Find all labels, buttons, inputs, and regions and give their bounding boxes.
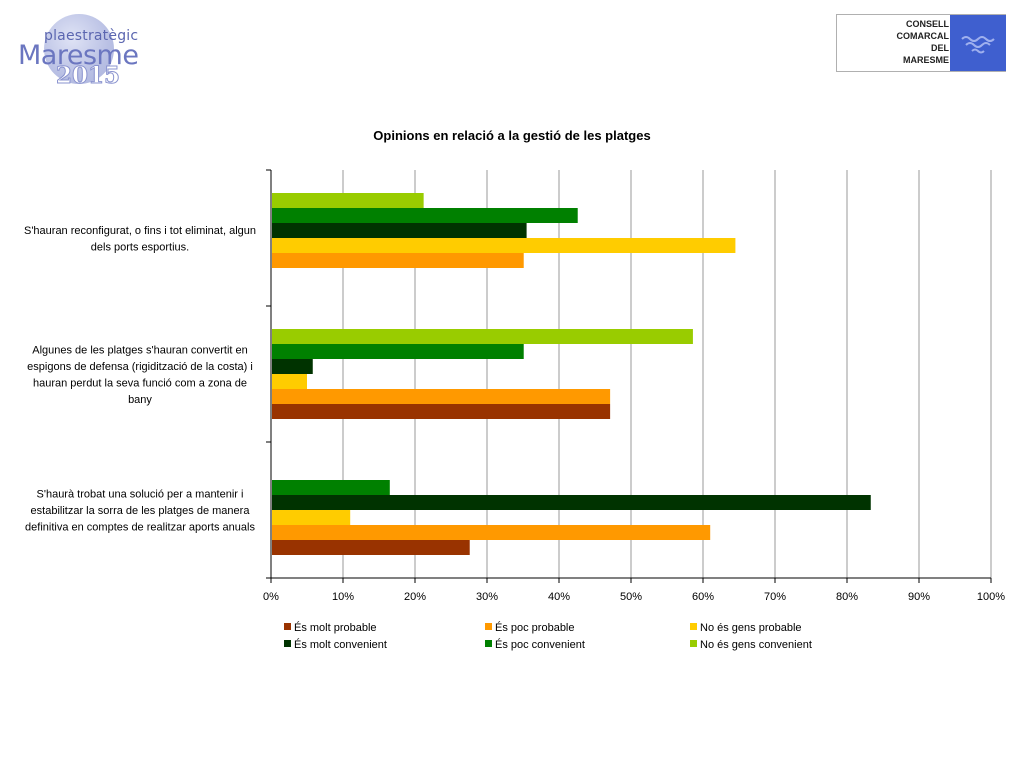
bar: [272, 495, 871, 510]
chart-title: Opinions en relació a la gestió de les p…: [373, 128, 650, 143]
x-tick-label: 10%: [332, 591, 354, 603]
legend-swatch: [284, 640, 291, 647]
legend-label: No és gens probable: [700, 622, 802, 634]
bar: [272, 404, 611, 419]
legend-swatch: [284, 623, 291, 630]
bar: [272, 329, 693, 344]
x-tick-label: 0%: [263, 591, 279, 603]
bar: [272, 208, 578, 223]
consell-logo-line: MARESME: [902, 55, 949, 65]
bar-series: [272, 193, 871, 555]
bar: [272, 223, 527, 238]
category-label: definitiva en comptes de realitzar aport…: [25, 522, 255, 534]
logo-line3: 2015: [55, 62, 121, 90]
category-label: Algunes de les platges s'hauran converti…: [32, 344, 248, 356]
legend-label: És poc convenient: [495, 638, 585, 651]
category-label: estabilitzar la sorra de les platges de …: [31, 505, 251, 517]
bar: [272, 359, 313, 374]
bar: [272, 525, 711, 540]
x-tick-label: 50%: [620, 591, 642, 603]
x-tick-label: 90%: [908, 591, 930, 603]
bar: [272, 480, 390, 495]
legend-swatch: [485, 640, 492, 647]
bar: [272, 389, 611, 404]
category-label: S'haurà trobat una solució per a manteni…: [37, 489, 244, 501]
category-label: espigons de defensa (rigidització de la …: [27, 361, 253, 373]
consell-logo-line: COMARCAL: [896, 31, 950, 41]
bar: [272, 540, 470, 555]
bar: [272, 510, 351, 525]
legend-label: No és gens convenient: [700, 639, 812, 651]
bar: [272, 238, 736, 253]
legend-swatch: [690, 623, 697, 630]
legend-label: És poc probable: [495, 621, 575, 634]
logo-line2: Maresme: [18, 40, 139, 71]
legend-label: És molt convenient: [294, 638, 387, 651]
x-tick-label: 100%: [977, 591, 1005, 603]
x-tick-label: 80%: [836, 591, 858, 603]
legend-label: És molt probable: [294, 621, 377, 634]
category-label: bany: [128, 394, 152, 406]
plaestrategic-logo: plaestratègic Maresme 2015: [18, 12, 158, 90]
legend-swatch: [690, 640, 697, 647]
category-label: dels ports esportius.: [91, 241, 189, 253]
consell-logo-line: DEL: [931, 43, 949, 53]
consell-comarcal-logo: CONSELL COMARCAL DEL MARESME: [836, 14, 1006, 72]
consell-logo-line: CONSELL: [905, 19, 949, 29]
category-labels: S'hauran reconfigurat, o fins i tot elim…: [24, 225, 256, 534]
bar: [272, 193, 424, 208]
logo-line1: plaestratègic: [44, 28, 139, 44]
bar: [272, 253, 524, 268]
x-tick-label: 40%: [548, 591, 570, 603]
x-tick-label: 30%: [476, 591, 498, 603]
x-tick-label: 70%: [764, 591, 786, 603]
legend: És molt probable És poc probable No és gen…: [284, 621, 812, 651]
consell-logo-text: CONSELL COMARCAL DEL MARESME: [837, 18, 950, 66]
waves-icon: [950, 15, 1006, 71]
x-tick-label: 60%: [692, 591, 714, 603]
bar: [272, 374, 307, 389]
logo-circle: [44, 14, 114, 84]
legend-swatch: [485, 623, 492, 630]
bar: [272, 344, 524, 359]
x-axis-ticks: 0% 10% 20% 30% 40% 50% 60% 70% 80% 90% 100%: [263, 578, 1005, 603]
category-label: hauran perdut la seva funció com a zona …: [33, 377, 247, 389]
x-tick-label: 20%: [404, 591, 426, 603]
category-label: S'hauran reconfigurat, o fins i tot elim…: [24, 225, 256, 237]
